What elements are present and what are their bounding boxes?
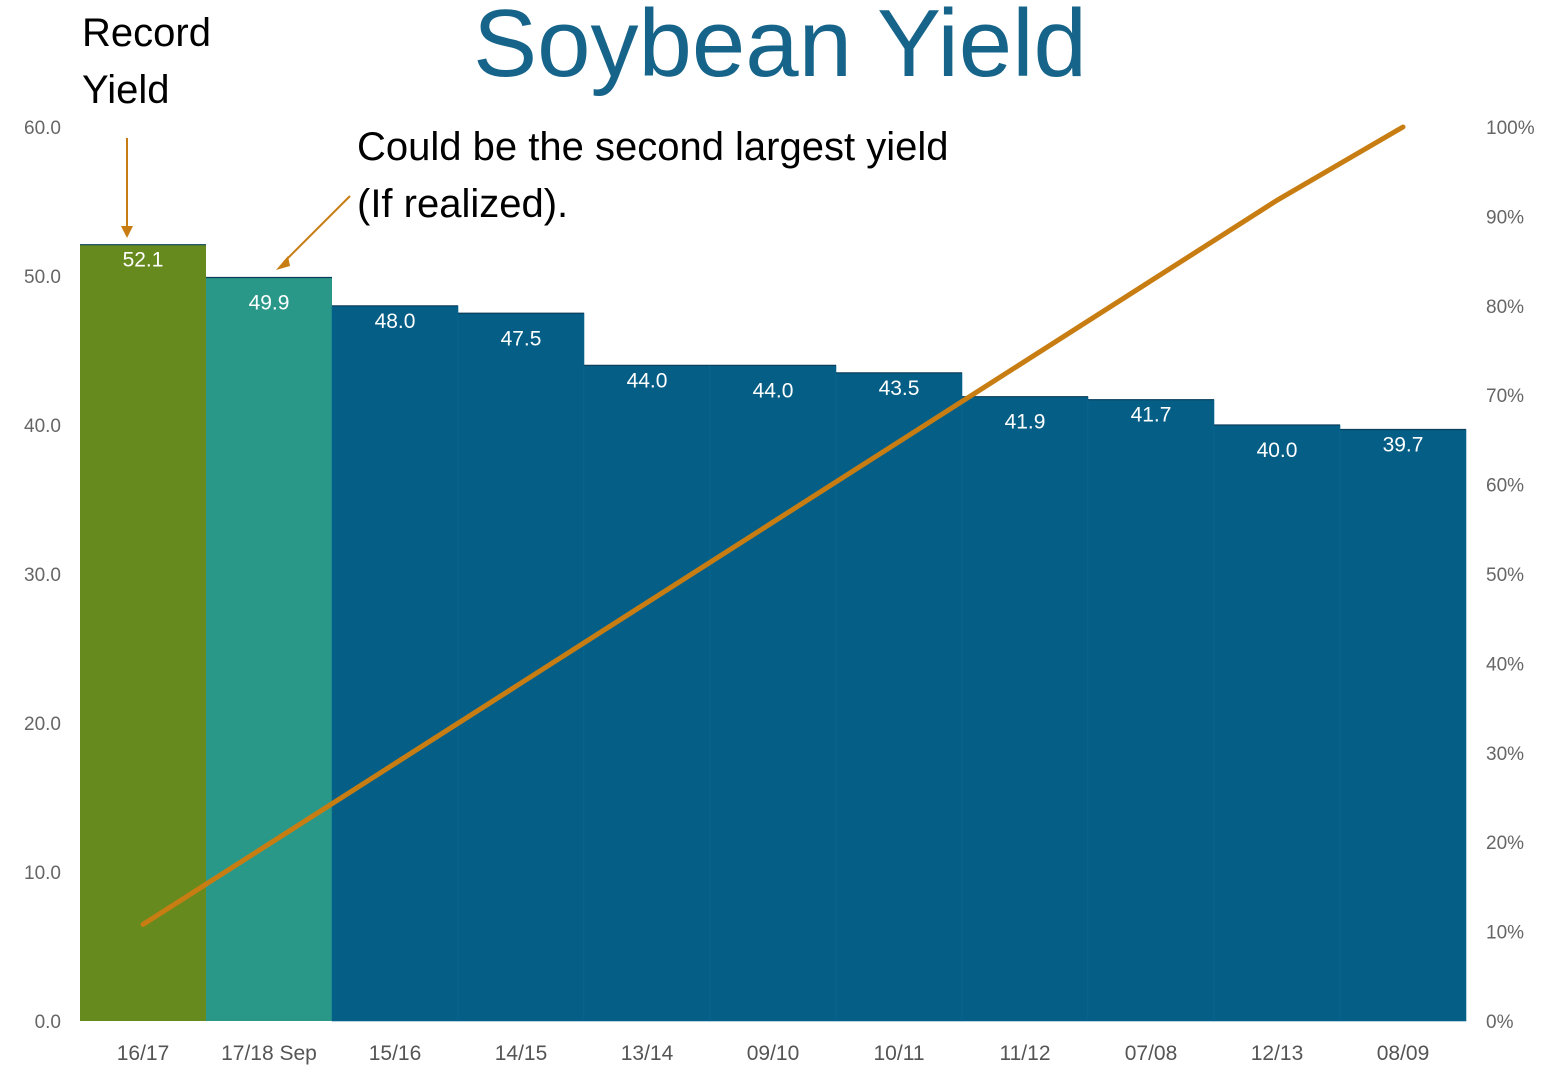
x-tick-label: 15/16 — [369, 1042, 422, 1065]
y-left-tick-label: 10.0 — [24, 863, 61, 884]
y-right-tick-label: 30% — [1486, 744, 1524, 765]
bar — [1339, 429, 1467, 1022]
y-left-tick-label: 40.0 — [24, 416, 61, 437]
y-left-tick-label: 50.0 — [24, 267, 61, 288]
data-label: 48.0 — [375, 310, 416, 333]
x-tick-label: 08/09 — [1377, 1042, 1430, 1065]
y-right-tick-label: 80% — [1486, 297, 1524, 318]
y-left-tick-label: 30.0 — [24, 565, 61, 586]
bar — [961, 396, 1089, 1022]
cumulative-line — [140, 124, 1406, 927]
y-right-tick-label: 100% — [1486, 118, 1535, 139]
x-axis: 16/17 17/18 Sep 15/16 14/15 13/14 09/10 10/11 1… — [117, 1042, 1430, 1065]
record-yield-arrowhead — [121, 226, 133, 238]
record-yield-line-2: Yield — [82, 68, 169, 112]
right-y-axis: 0% 10% 20% 30% 40% 50% 60% 70% 80% 90% 100% — [1486, 118, 1535, 1033]
x-tick-label: 10/11 — [874, 1042, 925, 1065]
data-label: 49.9 — [249, 291, 290, 314]
bar — [835, 372, 963, 1022]
y-right-tick-label: 20% — [1486, 833, 1524, 854]
bar — [1213, 424, 1341, 1022]
y-right-tick-label: 0% — [1486, 1012, 1514, 1033]
bar — [709, 365, 837, 1022]
y-right-tick-label: 90% — [1486, 207, 1524, 228]
data-label: 52.1 — [123, 249, 164, 272]
bar — [583, 365, 711, 1022]
bar — [457, 312, 585, 1022]
second-largest-line-2: (If realized). — [357, 182, 568, 226]
x-tick-label: 13/14 — [621, 1042, 674, 1065]
x-tick-label: 11/12 — [1000, 1042, 1051, 1065]
y-right-tick-label: 60% — [1486, 476, 1524, 497]
data-label: 40.0 — [1257, 439, 1298, 462]
x-tick-label: 14/15 — [495, 1042, 548, 1065]
data-label: 41.7 — [1131, 404, 1172, 427]
second-largest-annotation: Could be the second largest yield (If re… — [357, 125, 960, 226]
record-yield-annotation: Record Yield — [82, 11, 222, 112]
y-left-tick-label: 20.0 — [24, 714, 61, 735]
second-largest-line-1: Could be the second largest yield — [357, 125, 948, 169]
x-tick-label: 17/18 Sep — [221, 1042, 317, 1065]
y-left-tick-label: 0.0 — [35, 1012, 61, 1033]
left-y-axis: 0.0 10.0 20.0 30.0 40.0 50.0 60.0 — [24, 118, 61, 1033]
y-right-tick-label: 50% — [1486, 565, 1524, 586]
bar — [1087, 399, 1215, 1022]
bar — [206, 277, 332, 1021]
y-left-tick-label: 60.0 — [24, 118, 61, 139]
data-label: 44.0 — [627, 369, 668, 392]
cumulative-line-path — [140, 124, 1406, 927]
bar — [331, 305, 459, 1022]
annotations: Record Yield Could be the second largest… — [82, 11, 960, 270]
data-label: 43.5 — [879, 377, 920, 400]
data-label: 47.5 — [501, 327, 542, 350]
bar — [80, 244, 206, 1021]
second-largest-arrowhead — [276, 256, 290, 270]
record-yield-line-1: Record — [82, 11, 211, 55]
x-tick-label: 07/08 — [1125, 1042, 1178, 1065]
data-label: 44.0 — [753, 379, 794, 402]
x-tick-label: 12/13 — [1251, 1042, 1304, 1065]
data-label: 39.7 — [1383, 433, 1424, 456]
y-right-tick-label: 10% — [1486, 923, 1524, 944]
second-largest-arrow — [283, 195, 351, 263]
data-labels: 52.1 49.9 48.0 47.5 44.0 44.0 43.5 41.9 41.7 40.0… — [123, 249, 1424, 462]
x-tick-label: 16/17 — [117, 1042, 170, 1065]
x-tick-label: 09/10 — [747, 1042, 800, 1065]
chart-title: Soybean Yield — [473, 0, 1087, 97]
bar-series — [80, 244, 1467, 1022]
y-right-tick-label: 40% — [1486, 654, 1524, 675]
data-label: 41.9 — [1005, 411, 1046, 434]
y-right-tick-label: 70% — [1486, 386, 1524, 407]
